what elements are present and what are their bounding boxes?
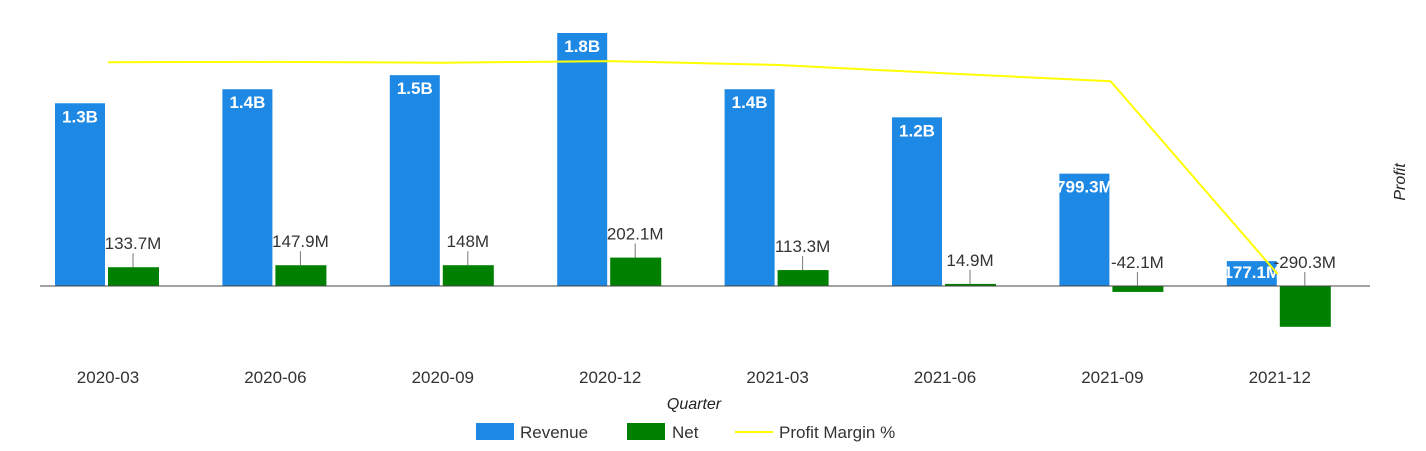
revenue-value-label: 1.8B [564,37,600,56]
net-value-label: 148M [447,232,490,251]
net-bar[interactable] [1112,286,1164,292]
net-bar[interactable] [275,265,327,286]
revenue-bar[interactable] [892,117,942,286]
revenue-bars [55,33,1277,287]
x-axis-title: Quarter [667,396,722,413]
revenue-bar[interactable] [724,89,775,286]
net-value-label: 202.1M [607,225,664,244]
revenue-value-label: 1.5B [397,79,433,98]
net-bar[interactable] [777,270,829,286]
revenue-value-label: 1.2B [899,121,935,140]
net-value-label: 133.7M [105,234,162,253]
net-bar[interactable] [610,257,662,286]
legend-item-profit-margin[interactable]: Profit Margin % [735,423,895,442]
revenue-bar[interactable] [55,103,105,287]
revenue-bar[interactable] [222,89,273,286]
net-bar[interactable] [1279,286,1331,327]
category-label: 2020-03 [77,368,139,387]
legend: Revenue Net Profit Margin % [476,423,895,442]
net-bar[interactable] [108,267,159,286]
net-value-label: 14.9M [946,251,993,270]
category-label: 2021-12 [1249,368,1311,387]
revenue-bar[interactable] [389,75,440,287]
net-value-label: -290.3M [1274,253,1336,272]
legend-item-net[interactable]: Net [627,423,699,442]
net-value-label: 113.3M [775,237,830,256]
revenue-value-label: 1.4B [732,93,768,112]
category-label: 2020-09 [412,368,474,387]
category-label: 2020-06 [244,368,306,387]
category-label: 2020-12 [579,368,641,387]
net-value-label: 147.9M [272,232,329,251]
legend-swatch-net [627,423,665,440]
net-bar[interactable] [442,265,494,286]
legend-label-profit-margin: Profit Margin % [779,423,895,442]
net-bar[interactable] [945,283,996,286]
revenue-value-label: 177.1M [1223,263,1280,282]
legend-swatch-revenue [476,423,514,440]
revenue-bar[interactable] [557,33,608,286]
category-label: 2021-09 [1081,368,1143,387]
revenue-value-label: 1.4B [229,93,265,112]
revenue-bar[interactable] [1226,261,1277,286]
category-label: 2021-03 [746,368,808,387]
legend-label-net: Net [672,423,699,442]
revenue-value-label: 799.3M [1056,178,1113,197]
profit-margin-line [107,60,1279,275]
data-labels: 1.3B 133.7M 1.4B 147.9M 1.5B 148M 1.8B 202.1M 1.… [62,37,1336,286]
net-value-label: -42.1M [1111,253,1164,272]
legend-item-revenue[interactable]: Revenue [476,423,588,442]
legend-label-revenue: Revenue [520,423,588,442]
category-axis: 2020-03 2020-06 2020-09 2020-12 2021-03 2021-… [77,368,1311,387]
category-label: 2021-06 [914,368,976,387]
revenue-bar[interactable] [1059,173,1110,286]
net-bars [108,257,1331,327]
revenue-value-label: 1.3B [62,107,98,126]
y-axis-title: Profit [1392,163,1409,201]
